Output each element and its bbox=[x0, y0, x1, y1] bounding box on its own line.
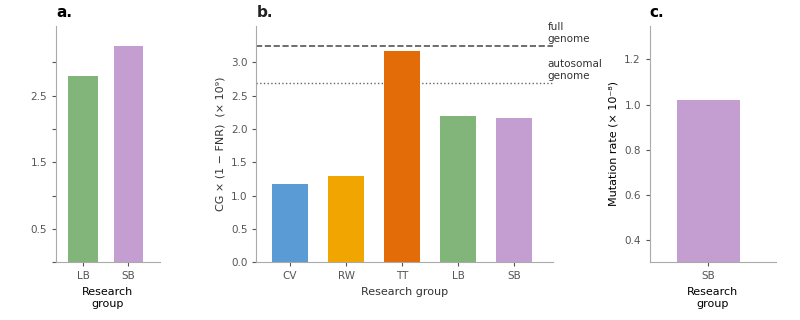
Bar bbox=[272, 184, 308, 262]
Text: c.: c. bbox=[650, 5, 665, 20]
Bar bbox=[677, 100, 740, 320]
X-axis label: Research
group: Research group bbox=[82, 287, 134, 308]
Bar bbox=[496, 118, 532, 262]
X-axis label: Research group: Research group bbox=[362, 287, 449, 297]
Bar bbox=[69, 76, 98, 262]
Bar bbox=[328, 176, 364, 262]
Text: full
genome: full genome bbox=[548, 22, 590, 44]
X-axis label: Research
group: Research group bbox=[687, 287, 738, 308]
Text: a.: a. bbox=[56, 5, 72, 20]
Text: autosomal
genome: autosomal genome bbox=[548, 60, 602, 81]
Bar bbox=[440, 116, 476, 262]
Bar bbox=[114, 46, 143, 262]
Text: b.: b. bbox=[257, 5, 273, 20]
Y-axis label: Mutation rate (× 10⁻⁸): Mutation rate (× 10⁻⁸) bbox=[609, 82, 618, 206]
Bar bbox=[384, 51, 420, 262]
Y-axis label: CG × (1 − FNR)  (× 10⁹): CG × (1 − FNR) (× 10⁹) bbox=[215, 77, 226, 211]
